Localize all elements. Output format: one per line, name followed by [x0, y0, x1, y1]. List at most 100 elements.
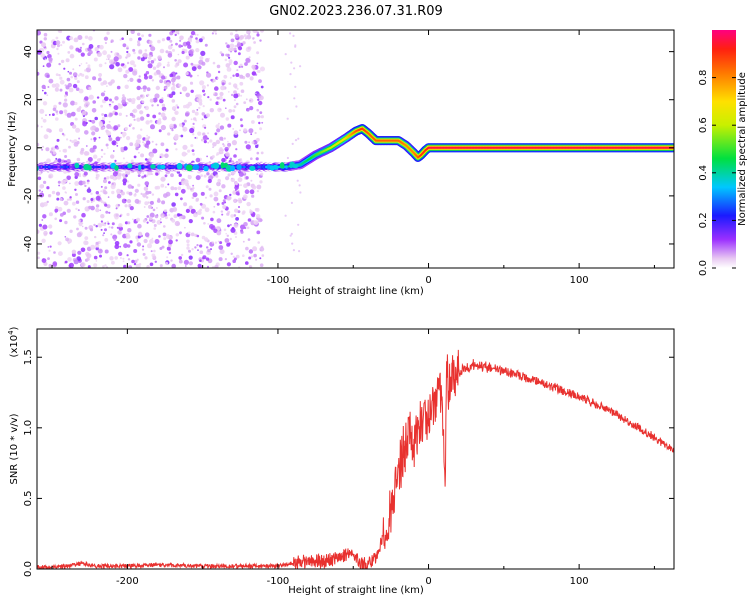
noise-speckle — [194, 246, 197, 249]
noise-speckle — [98, 122, 104, 128]
noise-speckle — [124, 221, 129, 225]
noise-speckle — [186, 185, 191, 190]
noise-speckle — [225, 42, 228, 45]
noise-speckle — [58, 251, 63, 256]
noise-speckle — [84, 184, 87, 188]
noise-speckle — [65, 191, 67, 194]
noise-speckle — [148, 157, 152, 161]
noise-speckle — [243, 128, 248, 132]
noise-speckle — [207, 223, 209, 225]
noise-speckle — [186, 243, 190, 247]
noise-speckle — [256, 184, 262, 190]
noise-speckle — [221, 213, 224, 216]
noise-speckle — [247, 238, 251, 241]
noise-speckle — [188, 249, 191, 253]
noise-speckle — [259, 263, 264, 268]
noise-speckle — [248, 33, 250, 35]
noise-speckle — [107, 196, 110, 198]
y-tick-label: -40 — [23, 236, 34, 252]
ridge-blob — [150, 164, 156, 169]
noise-speckle — [256, 137, 260, 142]
noise-speckle — [179, 92, 182, 94]
noise-speckle — [183, 202, 188, 207]
noise-speckle — [102, 189, 107, 195]
noise-speckle — [102, 50, 107, 56]
noise-speckle — [122, 43, 127, 48]
noise-speckle — [95, 204, 100, 208]
noise-speckle — [233, 199, 237, 203]
noise-speckle — [186, 41, 191, 46]
noise-speckle — [167, 61, 170, 64]
noise-speckle — [146, 196, 149, 199]
noise-speckle — [212, 142, 217, 147]
noise-speckle — [197, 74, 199, 77]
noise-speckle — [199, 102, 203, 106]
noise-speckle — [48, 224, 53, 229]
noise-speckle — [149, 153, 155, 158]
noise-speckle — [218, 189, 222, 193]
noise-speckle — [246, 34, 252, 40]
noise-speckle — [225, 176, 230, 181]
noise-speckle — [147, 93, 150, 97]
ridge-blob — [114, 165, 119, 171]
noise-speckle — [156, 64, 160, 68]
noise-speckle — [253, 41, 256, 44]
noise-speckle — [296, 179, 299, 182]
noise-speckle — [76, 232, 82, 238]
noise-speckle — [74, 76, 78, 80]
noise-speckle — [93, 137, 97, 141]
noise-speckle — [93, 263, 98, 268]
noise-speckle — [220, 210, 224, 213]
noise-speckle — [138, 75, 141, 78]
noise-speckle — [41, 238, 46, 243]
noise-speckle — [189, 81, 194, 85]
noise-speckle — [47, 128, 51, 132]
noise-speckle — [207, 141, 210, 144]
noise-speckle — [90, 126, 95, 131]
noise-speckle — [244, 140, 248, 144]
noise-speckle — [126, 53, 131, 58]
noise-speckle — [178, 123, 183, 127]
noise-speckle — [95, 191, 100, 195]
noise-speckle — [126, 199, 132, 204]
noise-speckle — [229, 193, 232, 197]
noise-speckle — [63, 67, 66, 70]
noise-speckle — [221, 157, 226, 163]
noise-speckle — [41, 148, 44, 151]
noise-speckle — [48, 263, 53, 268]
noise-speckle — [180, 134, 184, 138]
noise-speckle — [108, 120, 111, 123]
noise-speckle — [192, 133, 195, 136]
noise-speckle — [230, 47, 235, 52]
noise-speckle — [207, 248, 211, 253]
snr-content — [37, 349, 674, 569]
noise-speckle — [132, 48, 136, 52]
ridge-blob — [212, 162, 220, 169]
noise-speckle — [239, 81, 244, 86]
noise-speckle — [142, 52, 148, 58]
noise-speckle — [289, 73, 292, 76]
noise-speckle — [284, 214, 287, 217]
noise-speckle — [146, 215, 150, 218]
noise-speckle — [219, 91, 224, 97]
noise-speckle — [199, 250, 204, 254]
noise-speckle — [226, 195, 232, 201]
noise-speckle — [171, 218, 176, 223]
noise-speckle — [85, 101, 90, 106]
noise-speckle — [69, 229, 73, 233]
noise-speckle — [49, 245, 52, 248]
noise-speckle — [178, 135, 181, 137]
noise-speckle — [175, 239, 178, 242]
noise-speckle — [186, 246, 190, 250]
snr-y-axis-label: SNR (10 * v/v) — [9, 413, 20, 484]
noise-speckle — [100, 214, 105, 219]
noise-speckle — [213, 191, 219, 197]
noise-speckle — [109, 104, 112, 108]
noise-speckle — [59, 150, 61, 152]
noise-speckle — [209, 108, 214, 113]
noise-speckle — [107, 82, 110, 85]
noise-speckle — [151, 193, 155, 196]
noise-speckle — [152, 114, 157, 119]
noise-speckle — [109, 126, 113, 130]
